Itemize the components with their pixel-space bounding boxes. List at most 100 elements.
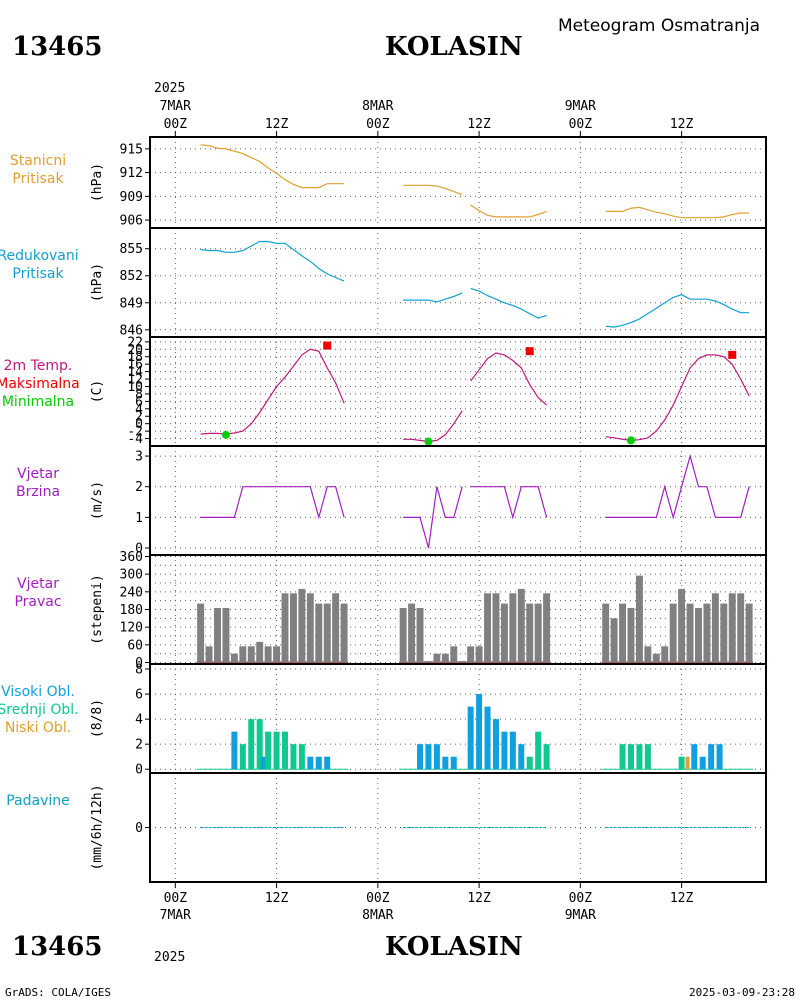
cloud-bar-mid: [256, 719, 263, 770]
cloud-bar-high: [699, 756, 706, 770]
temperature-ytick-label-10: 16: [127, 358, 143, 373]
bottom-hour-label-0: 00Z: [164, 891, 188, 906]
cloud-bar-high: [716, 744, 723, 770]
top-hour-label-0: 00Z: [164, 117, 188, 132]
wind_direction-panel: 0 60 120 180 240 300 360 Vjetar Pravac (stepeni): [14, 550, 767, 671]
temperature-label-1: Maksimalna: [0, 376, 80, 392]
cloud-bar-mid: [526, 756, 533, 770]
cloud-bar-low: [685, 756, 690, 770]
cloud_cover-label-0: Visoki Obl.: [1, 684, 75, 700]
wind-direction-bar: [737, 593, 745, 663]
top-hour-label-4: 00Z: [569, 117, 593, 132]
wind_speed-ytick-label-0: 0: [135, 542, 143, 557]
station-name-top: KOLASIN: [385, 32, 523, 62]
wind-direction-bar: [492, 593, 500, 663]
station-name-bottom: KOLASIN: [385, 932, 523, 962]
wind_direction-unit-label: (stepeni): [90, 574, 105, 644]
temperature-series-1: [403, 410, 463, 443]
top-date-label-4: 9MAR: [565, 99, 596, 114]
bottom-hour-label-4: 00Z: [569, 891, 593, 906]
top-hour-label-2: 00Z: [366, 117, 390, 132]
grads-credit: GrADS: COLA/IGES: [5, 986, 111, 999]
wind-direction-bar: [332, 593, 340, 663]
station_pressure-ytick-label-0: 906: [120, 214, 143, 229]
precipitation-frame: [149, 772, 767, 883]
reduced_pressure-ytick-label-0: 846: [120, 323, 143, 338]
wind-direction-bar: [602, 603, 610, 663]
wind-direction-bar: [205, 646, 213, 663]
wind_direction-ytick-label-6: 360: [120, 550, 143, 565]
wind-direction-bar: [315, 603, 323, 663]
wind-direction-bar: [720, 603, 728, 663]
cloud-bar-high: [231, 731, 238, 770]
wind-direction-bar: [703, 603, 711, 663]
wind_speed-ytick-label-3: 3: [135, 450, 143, 465]
wind_speed-series-2: [470, 486, 548, 520]
wind-direction-bar: [644, 646, 652, 663]
wind-direction-bar: [678, 588, 686, 663]
wind-direction-bar: [323, 603, 331, 663]
wind-direction-bar: [509, 593, 517, 663]
cloud_cover-panel: 0 2 4 6 8 Visoki Obl. Srednji Obl. Niski Obl. (8…: [0, 663, 767, 778]
wind-direction-bar: [711, 593, 719, 663]
temperature-ytick-label-9: 14: [127, 365, 143, 380]
wind_direction-ytick-label-1: 60: [127, 638, 143, 653]
temperature-unit-label: (C): [90, 380, 105, 403]
station_pressure-label-1: Pritisak: [12, 171, 64, 187]
temperature-frame: [149, 336, 767, 447]
wind_speed-ytick-label-1: 1: [135, 511, 143, 526]
wind-direction-bar: [247, 646, 255, 663]
temp-min-marker-2: [626, 436, 635, 445]
wind_direction-ytick-label-5: 300: [120, 568, 143, 583]
wind-direction-bar: [610, 618, 618, 663]
reduced_pressure-series-3: [605, 294, 750, 328]
wind_direction-ytick-label-2: 120: [120, 621, 143, 636]
wind_speed-label-1: Brzina: [16, 484, 60, 500]
wind-direction-bar: [214, 608, 221, 663]
reduced_pressure-ytick-label-1: 849: [120, 296, 143, 311]
bottom-date-label-2: 8MAR: [362, 908, 393, 923]
wind-direction-bar: [281, 593, 289, 663]
reduced_pressure-series-2: [470, 287, 547, 319]
wind_direction-ytick-label-3: 180: [120, 603, 143, 618]
wind-direction-bar: [458, 661, 466, 663]
cloud_cover-label-2: Niski Obl.: [5, 720, 71, 736]
station_pressure-panel: 906 909 912 915 Stanicni Pritisak (hPa): [10, 136, 767, 229]
wind-direction-bar: [408, 603, 416, 663]
cloud-bar-high: [501, 731, 508, 770]
temperature-series-3: [605, 354, 750, 442]
cloud_cover-ytick-label-0: 0: [135, 763, 143, 778]
wind_direction-ytick-label-0: 0: [135, 656, 143, 671]
wind-direction-bar: [517, 588, 525, 663]
wind-direction-bar: [306, 593, 314, 663]
wind-direction-bar: [256, 641, 264, 663]
cloud-bar-high: [433, 744, 440, 770]
reduced_pressure-panel: 846 849 852 855 Redukovani Pritisak (hPa): [0, 227, 767, 338]
wind-direction-bar: [526, 603, 534, 663]
precipitation-panel: 0 Padavine (mm/6h/12h): [6, 772, 767, 883]
temp-max-marker-0: [323, 341, 332, 350]
wind-direction-bar: [399, 608, 407, 663]
wind-direction-bar: [230, 653, 238, 663]
top-hour-label-5: 12Z: [670, 117, 694, 132]
station_pressure-series-0: [200, 144, 345, 189]
reduced_pressure-frame: [149, 227, 767, 338]
temp-max-marker-1: [525, 347, 534, 356]
station-id-top: 13465: [12, 32, 102, 62]
cloud-bar-high: [518, 744, 525, 770]
wind-direction-bar: [500, 603, 508, 663]
wind-direction-bar: [433, 653, 441, 663]
cloud-bar-high: [324, 756, 331, 770]
cloud-bar-mid: [239, 744, 246, 770]
cloud-bar-high: [315, 756, 322, 770]
wind_speed-series-1: [403, 486, 463, 549]
wind-direction-bar: [745, 603, 753, 663]
wind-direction-bar: [652, 653, 660, 663]
generation-timestamp: 2025-03-09-23:28: [689, 986, 795, 999]
cloud-bar-mid: [644, 744, 651, 770]
wind_speed-panel: 0 1 2 3 Vjetar Brzina (m/s): [16, 445, 767, 557]
wind-direction-bar: [695, 608, 702, 663]
temperature-ytick-label-1: -2: [127, 425, 143, 440]
